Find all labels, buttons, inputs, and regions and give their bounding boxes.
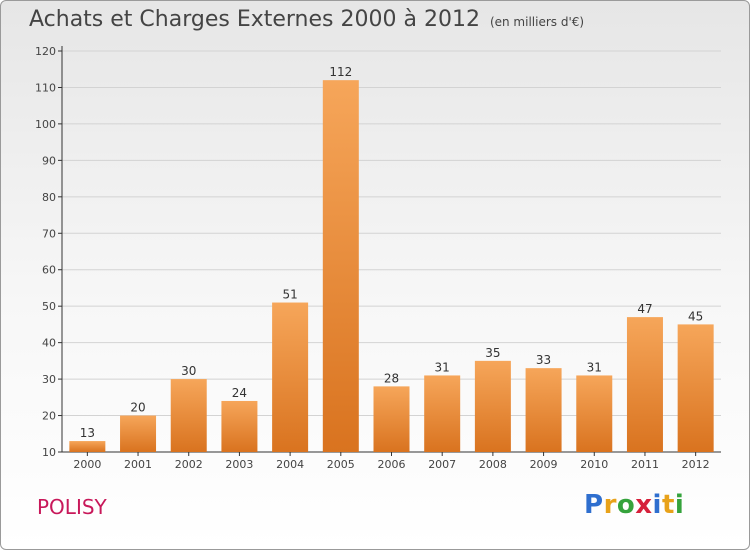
bar <box>474 360 511 452</box>
commune-name: POLISY <box>37 495 107 519</box>
x-tick-label: 2005 <box>327 458 355 471</box>
logo-letter: x <box>635 490 653 520</box>
chart-subtitle: (en milliers d'€) <box>489 15 585 29</box>
bar <box>373 386 410 452</box>
bar <box>576 375 613 452</box>
y-tick-label: 20 <box>42 410 56 423</box>
bar <box>424 375 461 452</box>
y-tick-label: 40 <box>42 337 56 350</box>
y-tick-label: 30 <box>42 373 56 386</box>
logo-letter: t <box>661 490 675 520</box>
logo-letter: P <box>584 490 604 520</box>
y-tick-label: 70 <box>42 227 56 240</box>
chart-title: Achats et Charges Externes 2000 à 2012 (e… <box>29 7 584 32</box>
x-tick-label: 2008 <box>479 458 507 471</box>
x-tick-label: 2009 <box>530 458 558 471</box>
chart-title-text: Achats et Charges Externes 2000 à 2012 <box>29 7 480 32</box>
x-tick-label: 2010 <box>580 458 608 471</box>
data-label: 45 <box>688 309 703 323</box>
data-labels: 13 20 30 24 51 112 28 31 35 33 31 47 45 <box>80 65 704 440</box>
y-tick-label: 10 <box>42 446 56 459</box>
bar <box>626 317 663 452</box>
y-tick-label: 110 <box>35 81 56 94</box>
bar <box>322 80 359 452</box>
y-tick-label: 100 <box>35 118 56 131</box>
data-label: 51 <box>282 288 297 302</box>
bar <box>677 324 714 452</box>
data-label: 28 <box>384 371 399 385</box>
data-label: 33 <box>536 353 551 367</box>
logo-letter: i <box>674 490 685 520</box>
x-tick-label: 2003 <box>225 458 253 471</box>
y-tick-label: 60 <box>42 264 56 277</box>
bar <box>69 441 106 452</box>
logo-letter: o <box>616 490 636 520</box>
bar <box>525 368 562 452</box>
x-tick-label: 2000 <box>73 458 101 471</box>
data-label: 31 <box>587 360 602 374</box>
x-tick-label: 2002 <box>175 458 203 471</box>
x-tick-label: 2006 <box>378 458 406 471</box>
bar <box>170 379 207 452</box>
x-tick-label: 2012 <box>682 458 710 471</box>
y-tick-label: 120 <box>35 45 56 58</box>
y-tick-label: 90 <box>42 154 56 167</box>
x-tick-label: 2001 <box>124 458 152 471</box>
data-label: 112 <box>329 65 352 79</box>
x-tick-label: 2007 <box>428 458 456 471</box>
data-label: 35 <box>485 346 500 360</box>
data-label: 31 <box>435 360 450 374</box>
logo-letter: i <box>652 490 662 520</box>
logo-letter: r <box>603 490 617 520</box>
bar <box>120 415 157 452</box>
y-tick-label: 50 <box>42 300 56 313</box>
x-tick-label: 2011 <box>631 458 659 471</box>
proxiti-logo: Proxiti <box>584 490 684 520</box>
data-label: 13 <box>80 426 95 440</box>
y-tick-label: 80 <box>42 191 56 204</box>
data-label: 20 <box>130 401 145 415</box>
data-label: 47 <box>637 302 652 316</box>
bar <box>272 302 309 452</box>
data-label: 30 <box>181 364 196 378</box>
x-tick-label: 2004 <box>276 458 304 471</box>
data-label: 24 <box>232 386 247 400</box>
bar <box>221 400 258 452</box>
bars <box>69 80 714 452</box>
